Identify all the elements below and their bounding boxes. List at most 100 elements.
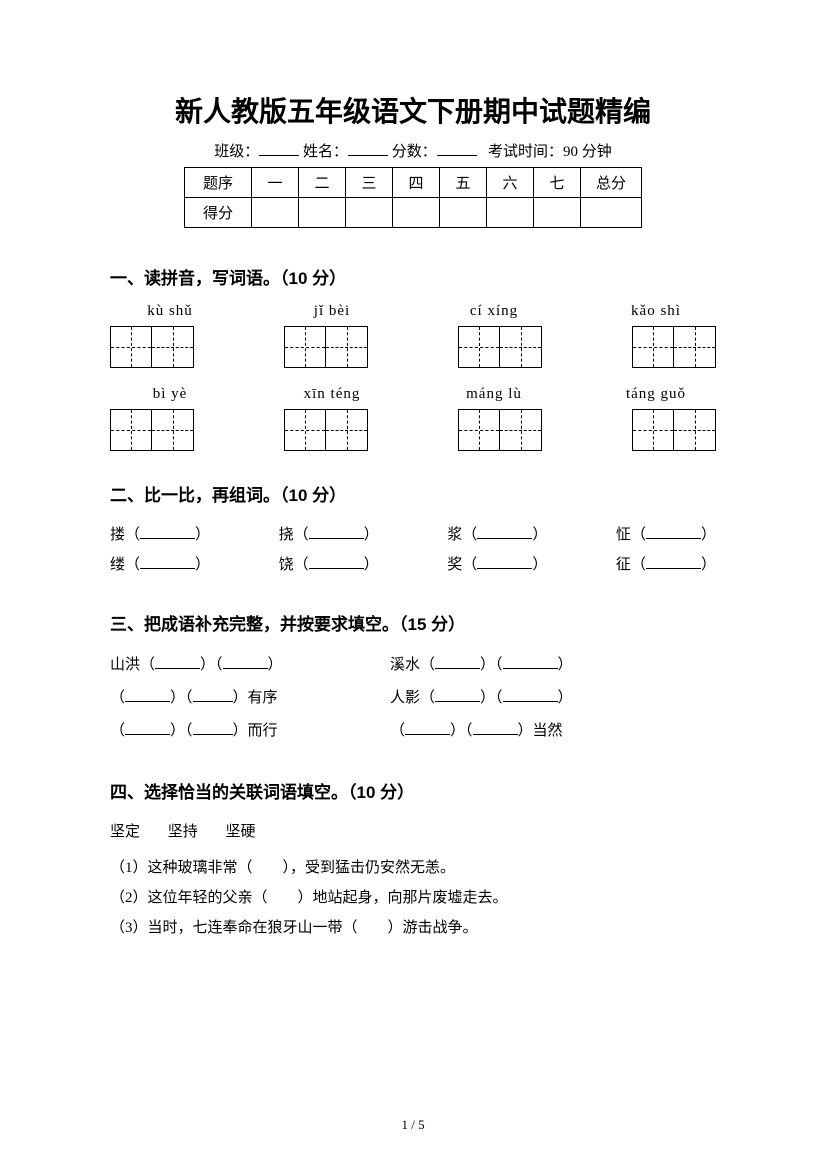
- q3-row1: 山洪（）（） 溪水（）（）: [110, 649, 716, 682]
- q2-blank[interactable]: [140, 524, 195, 539]
- q2-2-4: 征（）: [616, 550, 716, 580]
- exam-title: 新人教版五年级语文下册期中试题精编: [110, 90, 716, 130]
- score-header-row: 题序 一 二 三 四 五 六 七 总分: [185, 168, 642, 198]
- q3-heading: 三、把成语补充完整，并按要求填空。（15 分）: [110, 610, 716, 635]
- pinyin-2-1: bì yè: [110, 386, 230, 403]
- q3-blank[interactable]: [193, 720, 233, 735]
- score-cell-2[interactable]: [299, 198, 346, 228]
- score-cell-5[interactable]: [440, 198, 487, 228]
- q2-blank[interactable]: [309, 554, 364, 569]
- q2-blank[interactable]: [646, 554, 701, 569]
- tian-2-3[interactable]: [458, 409, 542, 451]
- score-cell-1[interactable]: [252, 198, 299, 228]
- score-h2: 二: [299, 168, 346, 198]
- pinyin-1-3: cí xíng: [434, 303, 554, 320]
- q2-1-2: 挠（）: [279, 520, 379, 550]
- q3-row3: （）（）而行 （）（）当然: [110, 715, 716, 748]
- pinyin-1-4: kǎo shì: [596, 303, 716, 320]
- q4-item-1: （1）这种玻璃非常（ ），受到猛击仍安然无恙。: [110, 853, 716, 883]
- tian-1-2[interactable]: [284, 326, 368, 368]
- q4-heading: 四、选择恰当的关联词语填空。（10 分）: [110, 778, 716, 803]
- q3-blank[interactable]: [125, 720, 170, 735]
- q3-blank[interactable]: [503, 654, 558, 669]
- q1-pinyin-row2: bì yè xīn téng máng lù táng guǒ: [110, 386, 716, 403]
- q2-blank[interactable]: [140, 554, 195, 569]
- q3-blank[interactable]: [125, 687, 170, 702]
- q4-body: 坚定 坚持 坚硬 （1）这种玻璃非常（ ），受到猛击仍安然无恙。 （2）这位年轻…: [110, 817, 716, 943]
- pinyin-1-2: jǐ bèi: [272, 303, 392, 320]
- pinyin-2-4: táng guǒ: [596, 386, 716, 403]
- q3-blank[interactable]: [473, 720, 518, 735]
- pinyin-2-2: xīn téng: [272, 386, 392, 403]
- q2-grid: 搂（） 挠（） 浆（） 怔（） 缕（） 饶（） 奖（） 征（）: [110, 520, 716, 580]
- time-label: 考试时间：90 分钟: [488, 144, 612, 160]
- q3-blank[interactable]: [155, 654, 200, 669]
- tian-1-1[interactable]: [110, 326, 194, 368]
- class-label: 班级：: [214, 144, 259, 160]
- q3-blank[interactable]: [503, 687, 558, 702]
- score-h4: 四: [393, 168, 440, 198]
- q3-blank[interactable]: [223, 654, 268, 669]
- page-footer: 1 / 5: [0, 1117, 826, 1133]
- q2-blank[interactable]: [477, 524, 532, 539]
- score-cell-total[interactable]: [581, 198, 642, 228]
- q2-blank[interactable]: [309, 524, 364, 539]
- q2-1-1: 搂（）: [110, 520, 210, 550]
- page-total: 5: [418, 1117, 425, 1132]
- score-row-label: 得分: [185, 198, 252, 228]
- q4-word-bank: 坚定 坚持 坚硬: [110, 817, 716, 847]
- tian-2-1[interactable]: [110, 409, 194, 451]
- q4-item-3: （3）当时，七连奉命在狼牙山一带（ ）游击战争。: [110, 913, 716, 943]
- tian-1-3[interactable]: [458, 326, 542, 368]
- q2-1-4: 怔（）: [616, 520, 716, 550]
- score-blank[interactable]: [437, 141, 477, 156]
- class-blank[interactable]: [259, 141, 299, 156]
- q3-blank[interactable]: [435, 687, 480, 702]
- tian-2-2[interactable]: [284, 409, 368, 451]
- tian-1-4[interactable]: [632, 326, 716, 368]
- q4-word-3: 坚硬: [226, 824, 256, 840]
- score-cell-4[interactable]: [393, 198, 440, 228]
- q1-pinyin-row1: kù shǔ jǐ bèi cí xíng kǎo shì: [110, 303, 716, 320]
- score-table: 题序 一 二 三 四 五 六 七 总分 得分: [184, 167, 642, 228]
- q3-blank[interactable]: [193, 687, 233, 702]
- q3-body: 山洪（）（） 溪水（）（） （）（）有序 人影（）（） （）（）而行 （）（）当…: [110, 649, 716, 748]
- q2-2-2: 饶（）: [279, 550, 379, 580]
- pinyin-2-3: máng lù: [434, 386, 554, 403]
- score-h8: 总分: [581, 168, 642, 198]
- q4-word-2: 坚持: [168, 824, 198, 840]
- score-value-row: 得分: [185, 198, 642, 228]
- page-sep: /: [408, 1117, 418, 1132]
- q2-row1: 搂（） 挠（） 浆（） 怔（）: [110, 520, 716, 550]
- score-h0: 题序: [185, 168, 252, 198]
- q3-blank[interactable]: [405, 720, 450, 735]
- q3-row2: （）（）有序 人影（）（）: [110, 682, 716, 715]
- q3-blank[interactable]: [435, 654, 480, 669]
- name-blank[interactable]: [348, 141, 388, 156]
- score-h5: 五: [440, 168, 487, 198]
- q2-blank[interactable]: [477, 554, 532, 569]
- pinyin-1-1: kù shǔ: [110, 303, 230, 320]
- q2-2-1: 缕（）: [110, 550, 210, 580]
- tian-2-4[interactable]: [632, 409, 716, 451]
- score-h1: 一: [252, 168, 299, 198]
- q2-blank[interactable]: [646, 524, 701, 539]
- score-cell-7[interactable]: [534, 198, 581, 228]
- q1-box-row1: [110, 326, 716, 368]
- meta-line: 班级： 姓名： 分数： 考试时间：90 分钟: [110, 140, 716, 161]
- q1-box-row2: [110, 409, 716, 451]
- q4-word-1: 坚定: [110, 824, 140, 840]
- page: 新人教版五年级语文下册期中试题精编 班级： 姓名： 分数： 考试时间：90 分钟…: [0, 0, 826, 1169]
- score-cell-3[interactable]: [346, 198, 393, 228]
- q2-1-3: 浆（）: [447, 520, 547, 550]
- score-h3: 三: [346, 168, 393, 198]
- q4-item-2: （2）这位年轻的父亲（ ）地站起身，向那片废墟走去。: [110, 883, 716, 913]
- score-h6: 六: [487, 168, 534, 198]
- q2-heading: 二、比一比，再组词。（10 分）: [110, 481, 716, 506]
- q1-heading: 一、读拼音，写词语。（10 分）: [110, 264, 716, 289]
- name-label: 姓名：: [303, 144, 348, 160]
- score-cell-6[interactable]: [487, 198, 534, 228]
- q2-2-3: 奖（）: [447, 550, 547, 580]
- score-h7: 七: [534, 168, 581, 198]
- score-label: 分数：: [392, 144, 437, 160]
